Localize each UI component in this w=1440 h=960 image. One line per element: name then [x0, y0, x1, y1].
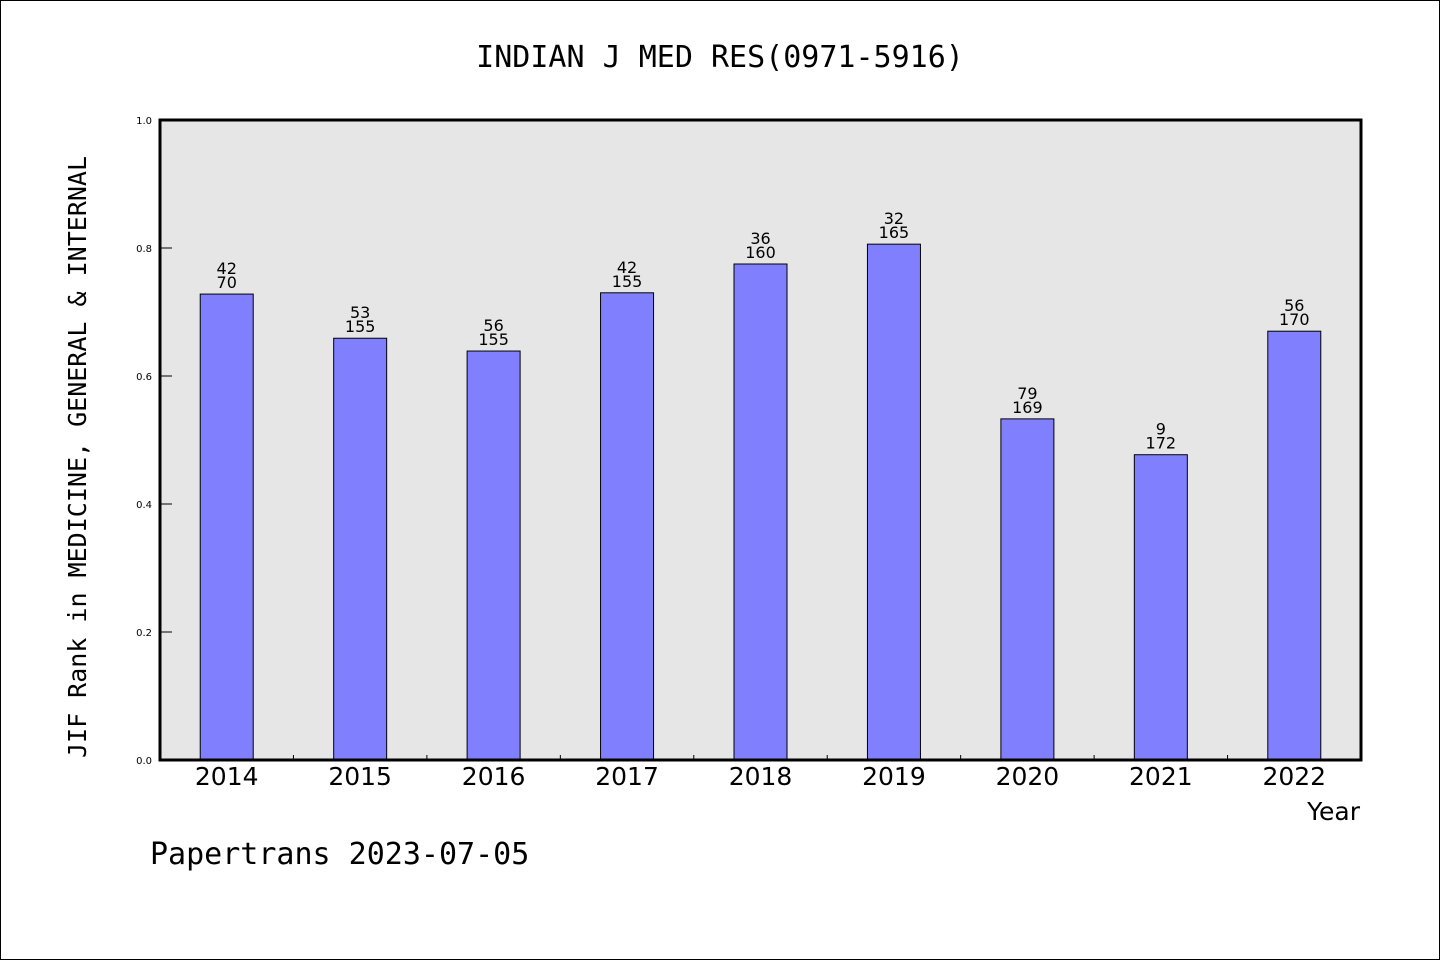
- x-axis-label: Year: [1306, 797, 1361, 826]
- chart-title: INDIAN J MED RES(0971-5916): [476, 40, 964, 75]
- bar-2018: [733, 263, 788, 761]
- bar-label-total: 155: [612, 272, 643, 291]
- bar-label-total: 172: [1146, 434, 1177, 453]
- y-tick-label: 0.6: [136, 372, 152, 383]
- y-axis-label: JIF Rank in MEDICINE, GENERAL & INTERNAL: [63, 156, 92, 758]
- bar-2017: [600, 292, 655, 761]
- y-tick-label: 0.4: [136, 500, 152, 511]
- x-tick-label: 2020: [996, 762, 1060, 791]
- bar-label-rank: 9: [1156, 420, 1166, 439]
- bar-label-rank: 56: [483, 316, 503, 335]
- bar-label-rank: 79: [1017, 384, 1037, 403]
- plot-border: [158, 118, 1363, 762]
- bar-label-rank: 53: [350, 303, 370, 322]
- x-tick-label: 2014: [195, 762, 259, 791]
- bar-label-rank: 56: [1284, 296, 1304, 315]
- bar-label-total: 170: [1279, 310, 1310, 329]
- bar-2019: [866, 243, 921, 761]
- x-tick-label: 2021: [1129, 762, 1193, 791]
- bar-2022: [1267, 330, 1322, 761]
- bar-label-total: 165: [879, 223, 910, 242]
- x-tick-label: 2022: [1262, 762, 1326, 791]
- bar-label-total: 160: [745, 243, 776, 262]
- bar-2020: [1000, 418, 1055, 761]
- bar-label-total: 70: [217, 273, 237, 292]
- y-tick-label: 1.0: [136, 116, 152, 127]
- x-tick-label: 2017: [595, 762, 659, 791]
- bar-label-rank: 36: [750, 229, 770, 248]
- y-tick-label: 0.2: [136, 628, 152, 639]
- bar-2015: [333, 337, 388, 761]
- bar-label-total: 155: [345, 317, 376, 336]
- y-tick-label: 0.8: [136, 244, 152, 255]
- x-tick-label: 2019: [862, 762, 926, 791]
- bar-label-rank: 42: [217, 259, 237, 278]
- bar-2021: [1133, 454, 1188, 761]
- bar-label-total: 155: [478, 330, 509, 349]
- bar-label-rank: 32: [884, 209, 904, 228]
- y-tick-label: 0.0: [136, 756, 152, 767]
- x-tick-label: 2016: [462, 762, 526, 791]
- bar-2016: [466, 350, 521, 761]
- bar-label-total: 169: [1012, 398, 1043, 417]
- bar-2014: [199, 293, 254, 761]
- footer-credit: Papertrans 2023-07-05: [150, 837, 529, 872]
- bar-label-rank: 42: [617, 258, 637, 277]
- x-tick-label: 2015: [328, 762, 392, 791]
- x-tick-label: 2018: [729, 762, 793, 791]
